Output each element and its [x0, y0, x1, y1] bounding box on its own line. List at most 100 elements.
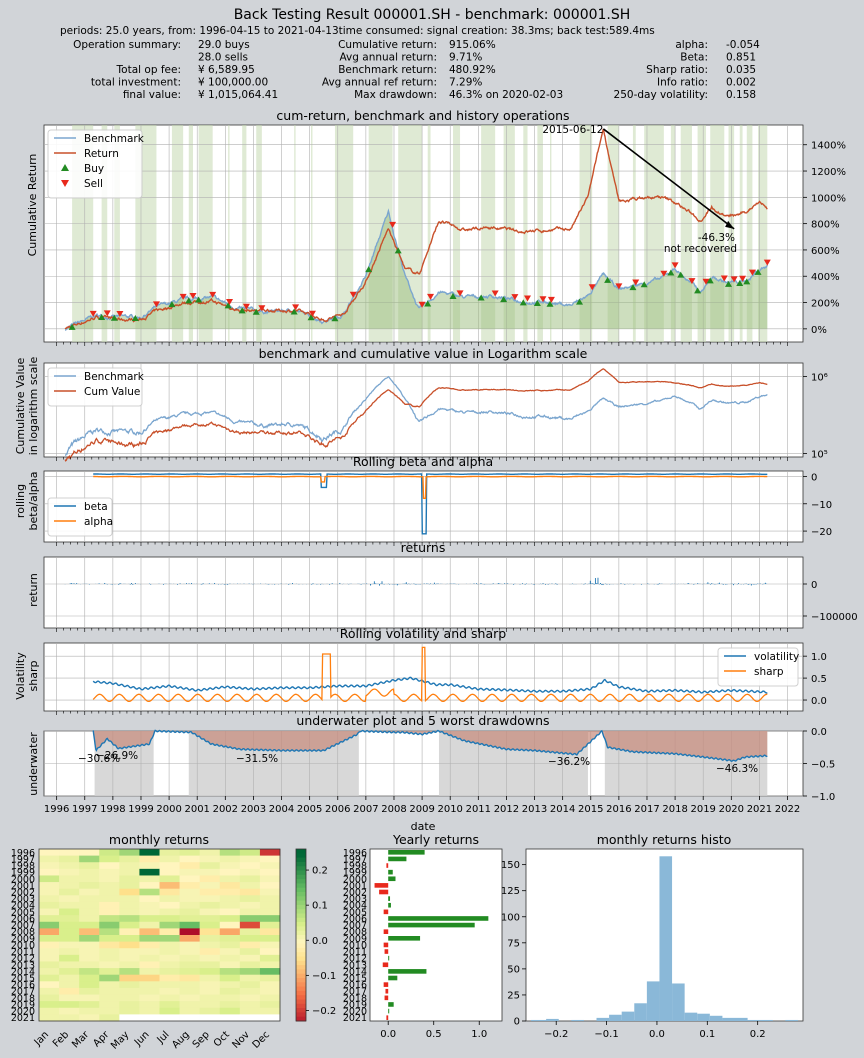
sell-marker	[258, 305, 266, 312]
heat-cell	[59, 1001, 80, 1009]
heat-cell	[259, 849, 281, 856]
heat-cell	[179, 981, 200, 989]
summary-grid: Operation summary: 29.0 buys Cumulative re…	[73, 39, 760, 101]
xlabel-uw: date	[411, 820, 436, 833]
heat-cell	[119, 915, 140, 923]
heat-cell	[259, 994, 281, 1002]
heat-cell	[259, 935, 281, 942]
yearly-row-label: 2003	[343, 894, 367, 905]
heat-cell	[179, 875, 200, 883]
hold-span	[334, 125, 354, 342]
sell-marker	[660, 270, 668, 277]
buy-marker	[252, 308, 260, 315]
heat-cell	[99, 981, 120, 989]
heat-cell	[99, 849, 120, 856]
recover-label: not recovered	[664, 243, 737, 255]
sell-marker	[103, 310, 111, 317]
sharp-line	[92, 646, 768, 703]
heat-cell	[79, 948, 100, 956]
hold-span	[758, 125, 768, 342]
sell-marker	[116, 311, 124, 318]
summary-label: Avg annual return:	[339, 52, 437, 64]
sell-marker	[179, 293, 187, 300]
hold-span	[228, 125, 230, 342]
heat-cell	[159, 895, 180, 903]
hold-span	[503, 125, 515, 342]
heat-cell	[79, 941, 100, 949]
xtick-label: 2020	[719, 804, 744, 815]
heat-cell	[79, 1007, 100, 1015]
heat-cell	[259, 1001, 281, 1009]
heat-cell	[239, 961, 261, 969]
colorbar-label: 0.1	[312, 901, 328, 912]
heat-cell	[59, 994, 80, 1002]
heat-cell	[79, 862, 100, 870]
legend-label: Buy	[84, 163, 104, 175]
yearly-row-label: 2008	[343, 927, 367, 938]
hold-span	[739, 125, 743, 342]
legend-swatch	[61, 180, 69, 187]
yearly-row-label: 2013	[343, 960, 367, 971]
summary-label: 250-day volatility:	[614, 89, 708, 101]
colorbar-segment	[296, 849, 306, 854]
heat-cell	[99, 901, 120, 909]
heat-cell	[79, 901, 100, 909]
heat-cell	[79, 968, 100, 975]
heat-cell	[79, 888, 100, 896]
heat-cell	[199, 1014, 221, 1022]
heat-cell	[179, 1014, 200, 1022]
heat-cell	[259, 974, 281, 982]
colorbar-segment	[296, 982, 306, 988]
heat-cell	[179, 941, 200, 949]
yearly-bar	[388, 936, 421, 941]
colorbar-segment	[296, 913, 306, 919]
volatility-line	[92, 676, 768, 694]
ytick-label: 200%	[811, 299, 840, 310]
hold-span	[114, 125, 120, 342]
buy-marker	[576, 298, 584, 305]
heat-cell	[159, 888, 180, 896]
xtick-label: 2009	[409, 804, 434, 815]
ytick-label: 1000%	[811, 193, 846, 204]
heat-cell	[199, 888, 221, 896]
underwater-chart: −30.6%−26.9% −31.5% −36.2% −46.3% 0.0 −0.5 −1.…	[44, 727, 835, 815]
log-benchmark-line	[65, 375, 768, 456]
xtick-label: 0.1	[699, 1029, 715, 1040]
ytick-label: 125	[501, 886, 520, 897]
hist-bar	[546, 1018, 559, 1021]
yearly-row-label: 2019	[343, 1000, 367, 1011]
hist-bar	[697, 1013, 710, 1021]
ylabel-beta-1: rolling	[14, 484, 27, 518]
sell-marker	[671, 262, 679, 269]
yearly-bar	[388, 955, 390, 961]
buy-marker	[365, 266, 373, 273]
heat-cell	[239, 948, 261, 956]
sell-marker	[292, 304, 300, 311]
heat-cell	[99, 994, 120, 1002]
buy-marker	[68, 323, 76, 330]
heat-cell	[179, 961, 200, 969]
yearly-bar	[388, 1008, 390, 1014]
ytick-label: 0.5	[811, 674, 827, 685]
heat-cell	[159, 1014, 180, 1022]
xtick-label: 2015	[578, 804, 603, 815]
beta-line	[93, 473, 768, 535]
heat-cell	[219, 1001, 241, 1009]
heat-cell	[79, 974, 100, 982]
ytick-label: 1200%	[811, 167, 846, 178]
summary-value: 915.06%	[449, 39, 496, 51]
colorbar-segment	[296, 947, 306, 953]
heat-cell	[199, 862, 221, 870]
hold-span	[294, 125, 296, 342]
heat-cell	[159, 987, 180, 995]
colorbar-segment	[296, 939, 306, 945]
heat-cell	[139, 849, 160, 856]
heat-cell	[119, 1014, 140, 1022]
xtick-label: 1999	[128, 804, 153, 815]
heat-cell	[259, 868, 281, 876]
xtick-label: 0.0	[380, 1029, 396, 1040]
heat-row-label: 1999	[11, 868, 35, 879]
heat-cell	[139, 974, 160, 982]
heat-cell	[59, 862, 80, 870]
heat-cell	[99, 1001, 120, 1009]
